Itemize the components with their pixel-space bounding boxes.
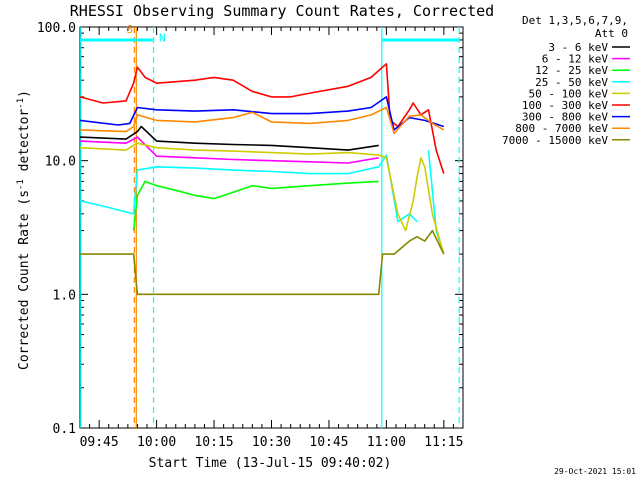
y-tick-label: 100.0: [37, 21, 76, 36]
x-tick-label: 10:30: [252, 435, 291, 450]
legend-entry-label: 12 - 25 keV: [535, 64, 608, 77]
legend-entry-label: 100 - 300 keV: [522, 99, 608, 112]
x-tick-label: 10:15: [194, 435, 233, 450]
annotation-label: S: [126, 23, 133, 36]
legend-entry-label: 300 - 800 keV: [522, 111, 608, 124]
x-tick-label: 10:45: [309, 435, 348, 450]
series-line: [132, 180, 379, 231]
chart-title: RHESSI Observing Summary Count Rates, Co…: [70, 2, 494, 20]
series-line: [79, 106, 445, 135]
y-label-sup-1: -1: [16, 179, 26, 190]
annotation-label: N: [159, 31, 166, 44]
legend-entry-label: 3 - 6 keV: [548, 41, 608, 54]
series-line: [79, 63, 445, 174]
y-label-sup-2: -1: [16, 98, 26, 109]
x-tick-label: 10:00: [137, 435, 176, 450]
y-label-part-1: Corrected Count Rate (s: [17, 190, 32, 370]
y-tick-label: 1.0: [53, 288, 76, 303]
legend-entry-label: 7000 - 15000 keV: [502, 134, 608, 147]
series-line: [79, 136, 379, 164]
plot-area: 0.1 1.0 10.0 100.0 09:45 10:00 10:15 10:30 10:45…: [37, 21, 630, 450]
legend: Det 1,3,5,6,7,9, Att 0: [522, 14, 628, 40]
x-tick-label: 11:00: [367, 435, 406, 450]
y-label-part-3: ): [17, 90, 32, 98]
footer-timestamp: 29-Oct-2021 15:01: [554, 467, 636, 476]
series-line: [79, 142, 445, 255]
y-tick-label: 0.1: [53, 422, 76, 437]
legend-header-1: Det 1,3,5,6,7,9,: [522, 14, 628, 27]
legend-entry-label: 50 - 100 keV: [529, 87, 609, 100]
legend-entry-label: 6 - 12 keV: [542, 53, 609, 66]
series-line: [80, 229, 445, 296]
legend-entry-label: 25 - 50 keV: [535, 76, 608, 89]
legend-header-2: Att 0: [595, 27, 628, 40]
series-line: [79, 125, 379, 151]
x-axis-label: Start Time (13-Jul-15 09:40:02): [149, 456, 392, 471]
y-tick-label: 10.0: [45, 155, 76, 170]
x-tick-label: 09:45: [80, 435, 119, 450]
x-tick-label: 11:15: [424, 435, 463, 450]
legend-entry-label: 800 - 7000 keV: [515, 122, 608, 135]
y-axis-label: Corrected Count Rate (s-1 detector-1): [16, 90, 32, 370]
y-label-part-2: detector: [17, 109, 32, 180]
plot-frame: [79, 26, 464, 429]
